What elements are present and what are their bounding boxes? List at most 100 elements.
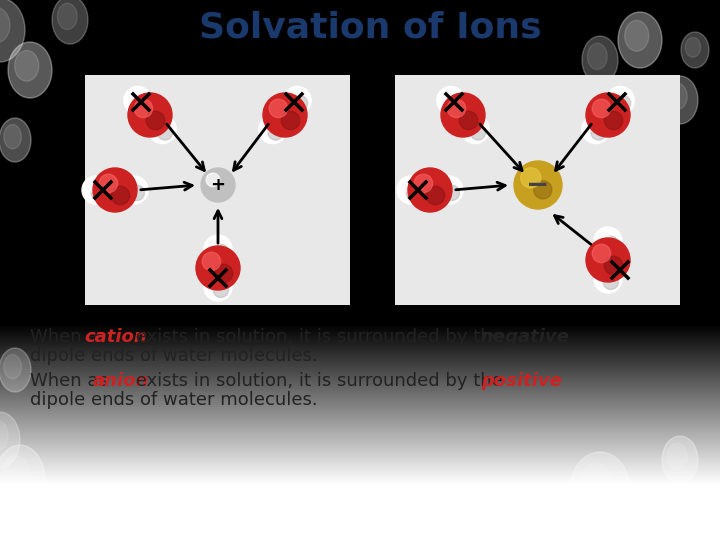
Circle shape <box>442 92 453 102</box>
Circle shape <box>514 161 562 209</box>
Circle shape <box>603 236 618 252</box>
Text: +: + <box>210 176 225 194</box>
Ellipse shape <box>662 436 698 484</box>
Ellipse shape <box>52 0 88 44</box>
Circle shape <box>264 121 274 131</box>
Circle shape <box>196 246 240 290</box>
Ellipse shape <box>58 3 77 30</box>
Circle shape <box>148 116 176 144</box>
Circle shape <box>582 116 610 144</box>
Circle shape <box>604 111 623 130</box>
Ellipse shape <box>0 412 20 468</box>
Circle shape <box>397 176 425 204</box>
Circle shape <box>157 125 173 140</box>
Text: exists in solution, it is surrounded by the: exists in solution, it is surrounded by … <box>130 372 508 390</box>
Circle shape <box>282 111 300 130</box>
Ellipse shape <box>0 8 10 43</box>
Text: positive: positive <box>481 372 562 390</box>
Circle shape <box>82 176 110 204</box>
Circle shape <box>201 168 235 202</box>
Circle shape <box>587 121 598 131</box>
Ellipse shape <box>0 0 25 62</box>
Circle shape <box>592 244 611 262</box>
Ellipse shape <box>618 482 662 538</box>
Circle shape <box>91 185 107 200</box>
Text: Solvation of Ions: Solvation of Ions <box>199 11 541 45</box>
Circle shape <box>153 121 164 131</box>
Circle shape <box>592 99 611 118</box>
Circle shape <box>616 96 631 111</box>
Circle shape <box>120 176 148 204</box>
Circle shape <box>599 270 610 281</box>
Circle shape <box>444 185 459 200</box>
Text: dipole ends of water molecules.: dipole ends of water molecules. <box>30 391 318 409</box>
Circle shape <box>215 264 233 283</box>
Circle shape <box>258 116 287 144</box>
Ellipse shape <box>690 488 706 507</box>
Circle shape <box>604 256 623 275</box>
Ellipse shape <box>579 463 612 505</box>
Ellipse shape <box>0 348 31 392</box>
Circle shape <box>204 235 232 263</box>
Circle shape <box>133 96 148 111</box>
Ellipse shape <box>505 495 528 526</box>
Circle shape <box>606 86 634 114</box>
Text: When a: When a <box>30 328 104 346</box>
Text: exists in solution, it is surrounded by the: exists in solution, it is surrounded by … <box>130 328 508 346</box>
Circle shape <box>134 99 153 118</box>
Circle shape <box>146 111 165 130</box>
Ellipse shape <box>0 118 31 162</box>
Circle shape <box>591 125 606 140</box>
Ellipse shape <box>686 482 714 518</box>
Ellipse shape <box>2 456 30 494</box>
Circle shape <box>128 93 172 137</box>
Ellipse shape <box>0 445 45 515</box>
Ellipse shape <box>667 83 687 110</box>
Circle shape <box>269 99 288 118</box>
Ellipse shape <box>625 21 649 51</box>
Ellipse shape <box>588 43 607 70</box>
Circle shape <box>446 96 462 111</box>
Circle shape <box>202 252 220 271</box>
Text: negative: negative <box>481 328 570 346</box>
Text: cation: cation <box>85 328 148 346</box>
Circle shape <box>124 86 152 114</box>
Text: dipole ends of water molecules.: dipole ends of water molecules. <box>30 347 318 365</box>
Ellipse shape <box>570 452 630 528</box>
Circle shape <box>210 278 220 289</box>
Circle shape <box>87 181 98 192</box>
Ellipse shape <box>498 487 542 540</box>
Circle shape <box>263 93 307 137</box>
Circle shape <box>594 227 622 255</box>
Circle shape <box>402 181 413 192</box>
Ellipse shape <box>0 421 8 451</box>
Circle shape <box>470 125 486 140</box>
Circle shape <box>112 186 130 205</box>
Ellipse shape <box>618 12 662 68</box>
Circle shape <box>292 96 307 111</box>
Circle shape <box>521 168 541 188</box>
Circle shape <box>467 121 477 131</box>
Circle shape <box>441 93 485 137</box>
Text: −: − <box>526 171 549 199</box>
Circle shape <box>599 232 610 243</box>
Circle shape <box>435 176 463 204</box>
Circle shape <box>611 92 622 102</box>
Circle shape <box>534 181 552 199</box>
Circle shape <box>268 125 283 140</box>
Circle shape <box>447 99 466 118</box>
Circle shape <box>406 185 421 200</box>
Circle shape <box>125 181 136 192</box>
Circle shape <box>603 274 618 289</box>
Circle shape <box>462 116 489 144</box>
Circle shape <box>129 185 145 200</box>
Circle shape <box>129 92 140 102</box>
Ellipse shape <box>681 32 709 68</box>
Circle shape <box>426 186 445 205</box>
Ellipse shape <box>14 50 39 81</box>
Ellipse shape <box>625 490 649 521</box>
Circle shape <box>408 168 452 212</box>
Ellipse shape <box>685 37 701 57</box>
FancyBboxPatch shape <box>85 75 350 305</box>
Circle shape <box>210 240 220 251</box>
